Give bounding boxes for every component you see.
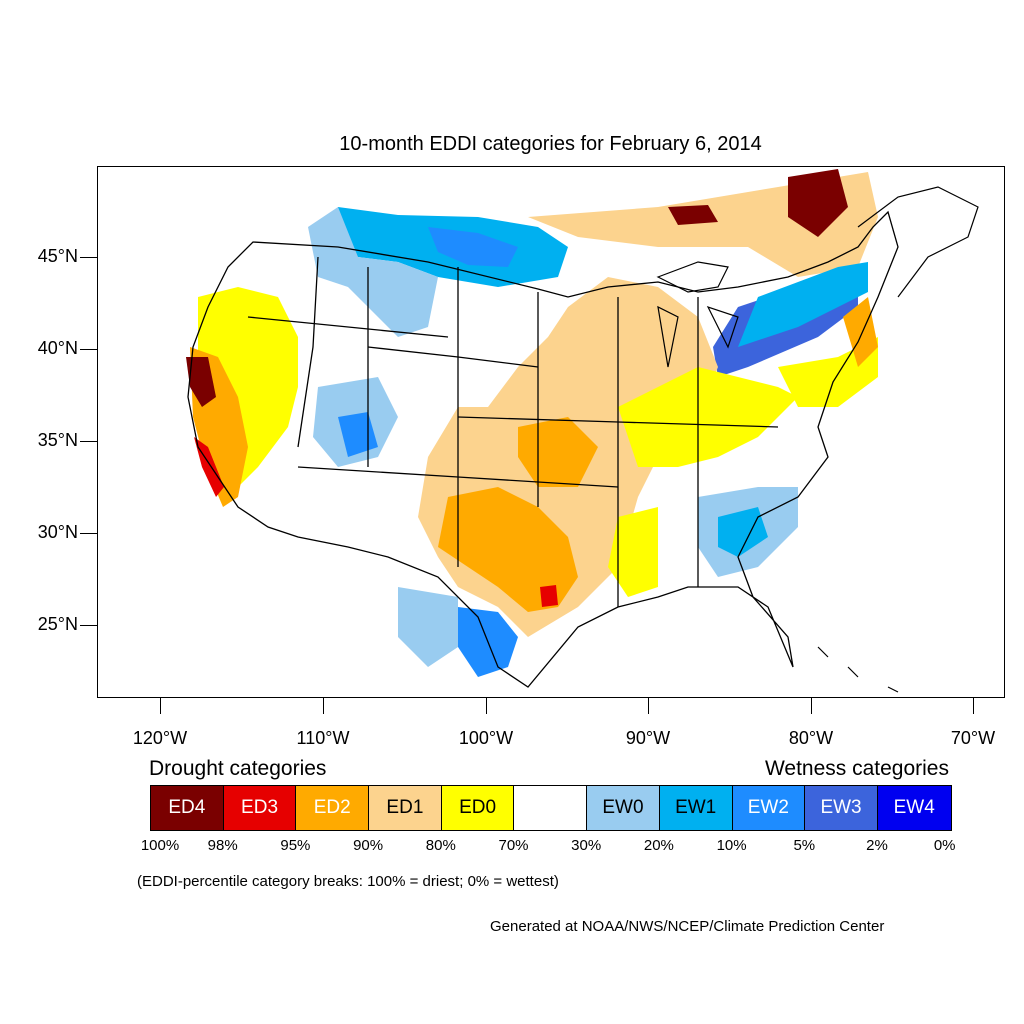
category-fills [186,169,878,677]
legend-swatch-ed1: ED1 [369,786,442,830]
region-ed0-midwest [618,367,798,467]
us-outline [187,210,899,688]
state-line-6 [297,466,619,488]
lat-label-25: 25°N [37,614,78,634]
drought-heading: Drought categories [149,757,327,780]
lat-label-40: 40°N [37,338,78,358]
percentile-break: 5% [793,837,816,854]
great-lakes [656,261,739,368]
lat-tick [80,441,97,442]
canada-coast [656,186,979,693]
lon-label-90: 90°W [625,728,671,748]
percentile-break: 80% [425,837,456,854]
legend-swatch-ew0: EW0 [587,786,660,830]
region-ed4-canada-2 [668,205,718,225]
lat-label-35: 35°N [37,430,78,450]
region-ed2-texas [438,487,578,612]
lon-tick [323,697,324,714]
legend-swatch-ed0: ED0 [441,786,515,830]
region-ed0-southeast [608,507,658,597]
map-canvas [186,169,979,693]
percentile-break: 10% [716,837,747,854]
lon-tick [973,697,974,714]
lat-tick [80,533,97,534]
region-ed4-california [186,357,216,407]
northeast-coast [857,186,979,298]
credit-text: Generated at NOAA/NWS/NCEP/Climate Predi… [490,918,885,935]
category-note: (EDDI-percentile category breaks: 100% =… [137,873,559,890]
legend-swatch-ed4: ED4 [151,786,224,830]
region-ed4-canada [788,169,848,237]
state-line-1 [297,256,319,448]
legend-swatch-ed3: ED3 [223,786,297,830]
lon-label-80: 80°W [788,728,834,748]
lon-label-70: 70°W [950,728,996,748]
lon-tick [648,697,649,714]
percentile-break: 98% [207,837,238,854]
lon-label-100: 100°W [458,728,514,748]
legend-swatch-ew3: EW3 [805,786,878,830]
map-title: 10-month EDDI categories for February 6,… [339,133,762,155]
percentile-break: 30% [571,837,602,854]
wetness-heading: Wetness categories [764,757,949,780]
legend-swatch-neutral [514,786,588,830]
percentile-break: 90% [353,837,384,854]
region-ed2-northeast [843,297,878,367]
region-ed3-texas [540,585,558,607]
boundaries [187,210,899,688]
state-line-2 [367,346,539,368]
lat-label-30: 30°N [37,522,78,542]
percentile-break: 100% [140,837,180,854]
percentile-break: 95% [280,837,311,854]
region-ew1-southeast [718,507,768,557]
bahamas [817,646,899,693]
eddi-map [97,166,1005,698]
legend-swatch-ew2: EW2 [732,786,806,830]
lat-label-45: 45°N [37,246,78,266]
legend-swatch-ew4: EW4 [877,786,951,830]
percentile-break: 0% [933,837,956,854]
region-ew0-gulf [398,587,458,667]
percentile-break: 2% [866,837,888,854]
lon-tick [160,697,161,714]
lat-tick [80,625,97,626]
state-line-9 [457,416,779,428]
lon-tick [486,697,487,714]
region-ed0-east [778,337,878,407]
lon-label-120: 120°W [132,728,188,748]
category-legend: ED4 ED3 ED2 ED1 ED0 EW0 EW1 EW2 EW3 EW4 [150,785,952,831]
percentile-break: 70% [498,837,529,854]
lat-tick [80,257,97,258]
region-ew2-north [428,227,518,267]
lon-tick [811,697,812,714]
percentile-break: 20% [643,837,674,854]
legend-swatch-ed2: ED2 [296,786,370,830]
legend-swatch-ew1: EW1 [659,786,733,830]
lat-tick [80,349,97,350]
state-line-10 [247,316,449,338]
region-ew1-lakes [738,262,868,347]
lon-label-110: 110°W [296,728,350,748]
region-ew0-north [308,207,438,337]
